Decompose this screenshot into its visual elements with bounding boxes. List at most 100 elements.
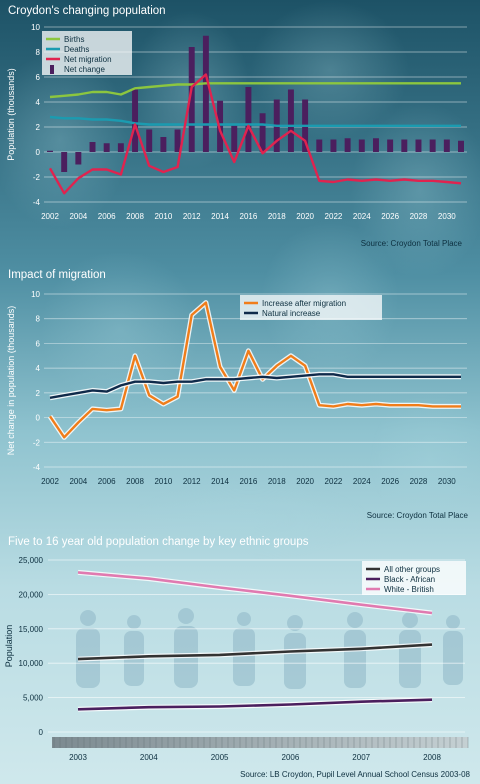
bar-net-change: [61, 152, 68, 172]
x-tick-label: 2008: [423, 753, 441, 762]
y-tick-label: 4: [36, 364, 41, 373]
series-line-white-british: [77, 571, 433, 615]
x-tick-label: 2012: [183, 212, 201, 221]
x-tick-label: 2022: [325, 212, 343, 221]
legend-label: Births: [64, 35, 84, 44]
x-tick-label: 2010: [154, 212, 172, 221]
x-tick-label: 2006: [98, 477, 116, 486]
bar-net-change: [231, 125, 238, 152]
y-tick-label: 6: [36, 339, 41, 348]
y-tick-label: 20,000: [19, 590, 44, 599]
bar-net-change: [89, 142, 96, 152]
series-line-births: [49, 82, 461, 99]
series-line-increase-after-migration: [49, 301, 461, 439]
legend-label: White - British: [384, 585, 434, 594]
x-tick-label: 2024: [353, 477, 371, 486]
bar-net-change: [47, 150, 53, 152]
legend-label: Natural increase: [262, 309, 321, 318]
x-tick-label: 2018: [268, 212, 286, 221]
y-tick-label: 5,000: [23, 694, 44, 703]
series-line-natural-increase: [49, 373, 461, 399]
x-tick-label: 2022: [325, 477, 343, 486]
y-axis-label: Population (thousands): [6, 68, 16, 161]
x-tick-label: 2006: [98, 212, 116, 221]
x-tick-label: 2028: [410, 212, 428, 221]
series-line-deaths: [49, 115, 461, 128]
legend-label: Net migration: [64, 55, 112, 64]
source-note: Source: Croydon Total Place: [367, 511, 469, 520]
y-tick-label: 6: [36, 73, 41, 82]
y-tick-label: 2: [36, 389, 41, 398]
legend-label: Increase after migration: [262, 299, 346, 308]
chart-ethnic-groups: Five to 16 year old population change by…: [4, 536, 471, 779]
x-tick-label: 2030: [438, 212, 456, 221]
x-tick-label: 2020: [296, 212, 314, 221]
bar-net-change: [287, 89, 294, 152]
x-tick-label: 2020: [296, 477, 314, 486]
chart-title: Impact of migration: [8, 269, 106, 281]
bar-net-change: [429, 139, 436, 152]
background-texture: [0, 0, 480, 560]
x-tick-label: 2008: [126, 212, 144, 221]
legend-swatch: [50, 65, 54, 74]
x-tick-label: 2014: [211, 477, 229, 486]
legend-box: [240, 295, 382, 320]
legend-label: Deaths: [64, 45, 89, 54]
y-tick-label: 0: [36, 148, 41, 157]
y-tick-label: 0: [36, 414, 41, 423]
bar-net-change: [160, 137, 167, 152]
x-tick-label: 2004: [140, 753, 158, 762]
bar-net-change: [358, 139, 365, 152]
y-tick-label: 10: [31, 23, 40, 32]
y-tick-label: -2: [33, 173, 41, 182]
bar-net-change: [132, 89, 139, 152]
y-tick-label: 0: [39, 728, 44, 737]
x-tick-label: 2014: [211, 212, 229, 221]
x-tick-label: 2003: [69, 753, 87, 762]
bar-net-change: [316, 139, 323, 152]
x-tick-label: 2010: [154, 477, 172, 486]
source-note: Source: Croydon Total Place: [361, 239, 463, 248]
series-line-all-other-groups: [77, 643, 433, 661]
x-tick-label: 2006: [282, 753, 300, 762]
y-axis-label: Population: [4, 625, 14, 668]
bar-net-change: [401, 139, 408, 152]
bar-net-change: [259, 113, 266, 152]
y-tick-label: 4: [36, 98, 41, 107]
legend-label: Black - African: [384, 575, 435, 584]
x-tick-label: 2004: [69, 477, 87, 486]
bar-net-change: [387, 139, 394, 152]
x-tick-label: 2018: [268, 477, 286, 486]
bar-net-change: [344, 138, 351, 152]
x-tick-label: 2016: [240, 212, 258, 221]
x-tick-label: 2008: [126, 477, 144, 486]
bar-net-change: [415, 139, 422, 152]
bar-net-change: [458, 140, 464, 152]
y-tick-label: 15,000: [19, 625, 44, 634]
chart-title: Croydon's changing population: [8, 5, 166, 17]
y-tick-label: -4: [33, 198, 41, 207]
x-tick-label: 2030: [438, 477, 456, 486]
bar-net-change: [443, 139, 450, 152]
y-tick-label: 10: [31, 290, 40, 299]
series-line-black-african: [77, 698, 433, 711]
legend-label: Net change: [64, 65, 105, 74]
x-tick-label: 2004: [69, 212, 87, 221]
bar-net-change: [330, 139, 337, 152]
chart-impact-of-migration: Impact of migration -4 -2 0 2 4 6 8 10 2002 2004 20…: [6, 269, 469, 520]
bar-net-change: [103, 143, 110, 152]
x-tick-label: 2016: [240, 477, 258, 486]
bar-net-change: [146, 129, 153, 152]
bar-net-change: [188, 47, 195, 152]
y-tick-label: 8: [36, 48, 41, 57]
x-tick-label: 2005: [211, 753, 229, 762]
x-axis-band: [52, 737, 468, 748]
y-tick-label: 25,000: [19, 556, 44, 565]
bar-net-change: [245, 87, 252, 152]
x-tick-label: 2028: [410, 477, 428, 486]
source-note: Source: LB Croydon, Pupil Level Annual S…: [240, 770, 470, 779]
x-tick-label: 2026: [381, 477, 399, 486]
y-tick-label: 8: [36, 315, 41, 324]
y-tick-label: 2: [36, 123, 41, 132]
